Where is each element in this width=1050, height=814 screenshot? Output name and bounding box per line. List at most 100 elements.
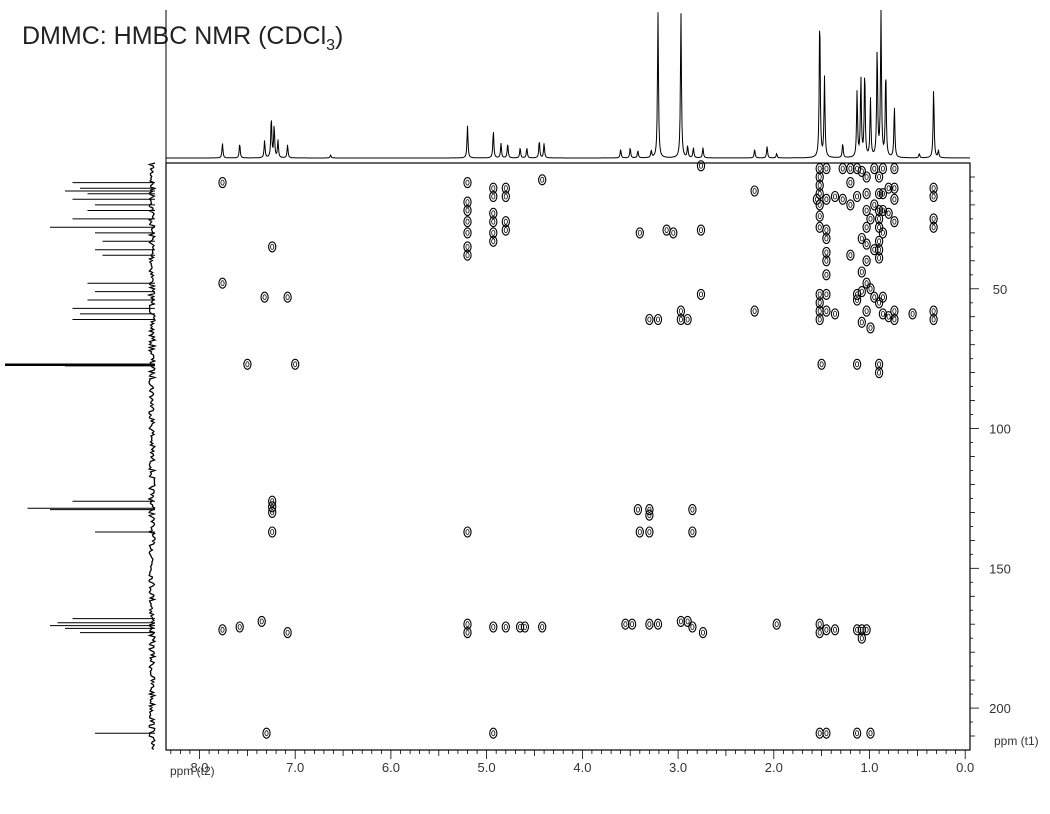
- cross-peak-23: [463, 526, 472, 538]
- cross-peak-21: [463, 241, 472, 253]
- cross-peak-170: [929, 305, 938, 317]
- cross-peak-27: [489, 190, 498, 203]
- cross-peak-34: [501, 182, 510, 194]
- cross-peak-95: [822, 288, 831, 300]
- cross-peak-112: [852, 358, 862, 370]
- x-tick-label-7: 1.0: [860, 760, 878, 775]
- cross-peak-29: [489, 216, 498, 228]
- cross-peak-131: [866, 213, 875, 225]
- cross-peak-144: [874, 235, 884, 247]
- cross-peak-4: [243, 358, 252, 370]
- x-tick-label-1: 7.0: [286, 760, 304, 775]
- cross-peak-111: [852, 294, 862, 306]
- cross-peak-78: [815, 210, 824, 222]
- x-tick-label-6: 2.0: [765, 760, 783, 775]
- cross-peak-139: [874, 171, 884, 183]
- cross-peak-100: [830, 308, 840, 320]
- y-axis: 50 100 150 200: [969, 163, 1011, 750]
- cross-peak-31: [489, 235, 498, 247]
- cross-peak-43: [621, 618, 630, 630]
- cross-peak-30: [489, 227, 498, 239]
- y-tick-label-3: 200: [989, 701, 1011, 716]
- cross-peak-2: [218, 624, 227, 636]
- x-tick-label-0: 8.0: [190, 760, 208, 775]
- cross-peak-109: [852, 190, 862, 203]
- cross-peak-42: [538, 621, 547, 633]
- cross-peak-32: [489, 621, 498, 633]
- cross-peak-26: [489, 182, 498, 194]
- cross-peak-132: [866, 283, 875, 295]
- cross-peak-58: [676, 305, 686, 317]
- y-tick-label-0: 50: [993, 282, 1007, 297]
- cross-peak-138: [870, 291, 879, 303]
- cross-peak-74: [815, 171, 824, 183]
- cross-peak-50: [645, 509, 654, 521]
- cross-peak-17: [463, 196, 472, 208]
- cross-peak-19: [463, 216, 472, 228]
- cross-peak-162: [890, 216, 899, 228]
- cross-peak-115: [857, 165, 866, 177]
- cross-peak-90: [822, 224, 831, 236]
- cross-peak-122: [862, 171, 871, 183]
- cross-peak-114: [852, 727, 862, 739]
- cross-peak-129: [862, 305, 871, 317]
- cross-peak-71: [772, 618, 781, 630]
- cross-peak-76: [815, 188, 824, 200]
- carbon-baseline-noise: [146, 162, 158, 750]
- cross-peak-5: [257, 615, 266, 627]
- cross-peak-158: [884, 311, 893, 323]
- cross-peak-61: [683, 615, 692, 627]
- cross-peak-88: [822, 163, 831, 175]
- cross-peak-51: [645, 526, 654, 538]
- cross-peak-89: [822, 193, 831, 205]
- cross-peak-124: [862, 204, 871, 217]
- cross-peak-150: [878, 163, 888, 175]
- cross-peak-13: [283, 291, 292, 303]
- cross-peak-105: [846, 177, 855, 189]
- cross-peak-165: [908, 308, 917, 320]
- cross-peak-6: [260, 291, 269, 303]
- cross-peak-81: [815, 297, 824, 309]
- cross-peak-153: [878, 227, 888, 239]
- cross-peak-7: [262, 727, 271, 739]
- cross-peak-171: [929, 313, 938, 326]
- cross-peaks-layer: [218, 160, 938, 739]
- cross-peak-52: [645, 618, 654, 630]
- cross-peak-46: [635, 526, 644, 538]
- cross-peak-59: [676, 615, 686, 627]
- cross-peak-63: [688, 526, 697, 538]
- cross-peak-108: [852, 163, 862, 175]
- cross-peak-70: [750, 305, 759, 317]
- proton-projection-spectrum: [165, 9, 970, 163]
- cross-peak-98: [822, 727, 831, 739]
- cross-peak-107: [846, 249, 855, 261]
- cross-peak-64: [688, 621, 697, 633]
- cross-peak-79: [815, 221, 824, 233]
- cross-peak-121: [857, 632, 866, 644]
- cross-peak-41: [538, 174, 547, 186]
- x-axis-label: ppm (t2): [170, 764, 215, 778]
- plot-frame: [165, 162, 971, 751]
- x-tick-label-3: 5.0: [478, 760, 496, 775]
- cross-peak-54: [653, 618, 663, 630]
- chart-title-subscript: 3: [326, 37, 336, 54]
- cross-peak-56: [669, 227, 678, 239]
- cross-peak-141: [874, 204, 884, 217]
- cross-peak-152: [878, 204, 888, 217]
- chart-title-main: DMMC: HMBC NMR (CDCl: [22, 22, 327, 50]
- cross-peak-125: [862, 221, 871, 233]
- cross-peak-127: [862, 255, 871, 267]
- cross-peak-160: [890, 182, 899, 194]
- carbon-projection-spectrum: [5, 162, 158, 750]
- x-axis: 8.0 7.0 6.0 5.0 4.0 3.0 2.0 1.0 0.0: [166, 749, 974, 775]
- cross-peak-87: [817, 358, 826, 370]
- cross-peak-163: [890, 305, 899, 317]
- cross-peak-60: [683, 313, 692, 326]
- cross-peak-164: [890, 313, 899, 326]
- cross-peak-119: [857, 316, 866, 328]
- cross-peak-123: [862, 188, 871, 200]
- cross-peak-75: [815, 179, 824, 191]
- cross-peak-149: [874, 367, 884, 379]
- cross-peak-101: [830, 624, 840, 636]
- cross-peak-83: [815, 313, 824, 326]
